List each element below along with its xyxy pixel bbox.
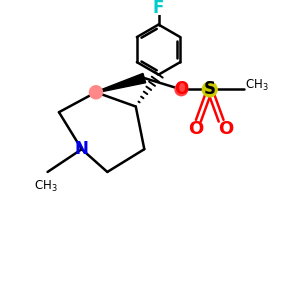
Text: S: S [204, 80, 216, 98]
Text: F: F [153, 0, 164, 16]
Text: O: O [218, 120, 233, 138]
Text: O: O [174, 80, 188, 98]
Circle shape [89, 86, 103, 99]
Circle shape [202, 82, 217, 97]
Text: CH$_3$: CH$_3$ [34, 179, 58, 194]
Circle shape [175, 83, 188, 96]
Text: CH$_3$: CH$_3$ [245, 78, 268, 93]
Text: N: N [75, 140, 88, 158]
Polygon shape [96, 74, 146, 93]
Text: O: O [188, 120, 203, 138]
